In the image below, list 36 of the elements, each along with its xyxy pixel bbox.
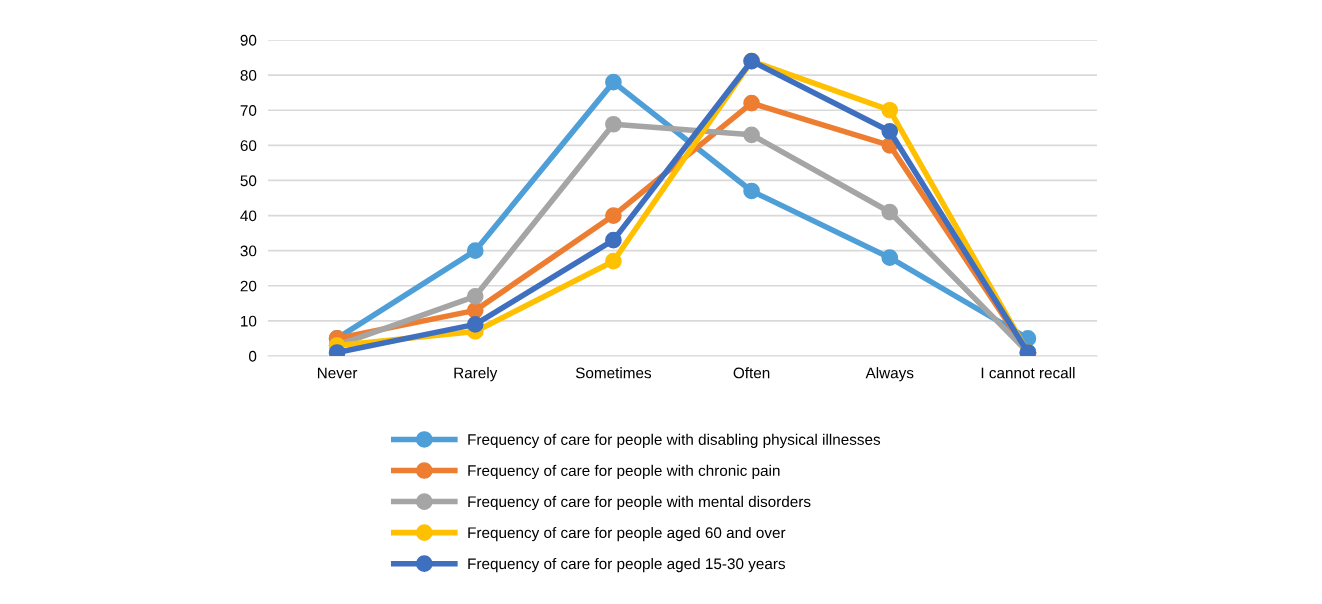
legend-label: Frequency of care for people aged 15-30 years	[468, 557, 786, 573]
y-tick-label: 60	[240, 140, 257, 152]
x-tick-label: Often	[733, 367, 770, 379]
legend-label: Frequency of care for people aged 60 and over	[468, 526, 786, 542]
y-tick-label: 0	[248, 350, 257, 362]
x-tick-label: I cannot recall	[981, 367, 1075, 379]
point	[605, 252, 622, 270]
point	[466, 316, 484, 333]
point	[743, 182, 760, 200]
legend-label: Frequency of care for people with mental disorders	[468, 495, 811, 511]
point	[881, 203, 899, 221]
legend-label: Frequency of care for people with disabling physical illnesses	[468, 433, 881, 448]
y-tick-label: 10	[241, 315, 257, 327]
legend-label: Frequency of care for people with chronic pain	[468, 464, 780, 480]
x-tick-label: Sometimes	[575, 367, 652, 379]
point	[466, 242, 484, 260]
y-tick-label: 90	[240, 34, 257, 46]
point	[605, 73, 622, 91]
x-tick-label: Always	[865, 367, 914, 382]
y-tick-label: 50	[240, 175, 257, 187]
point	[466, 287, 484, 305]
point	[881, 122, 899, 140]
x-tick-label: Rarely	[454, 367, 498, 382]
point	[743, 126, 760, 144]
point	[881, 249, 899, 267]
y-tick-label: 40	[240, 210, 257, 222]
point	[743, 94, 760, 112]
point	[881, 101, 899, 119]
point	[605, 207, 622, 224]
point	[605, 231, 622, 249]
x-tick-label: Never	[317, 367, 358, 379]
point	[605, 115, 622, 133]
y-tick-label: 20	[240, 280, 257, 292]
y-tick-label: 70	[240, 105, 257, 116]
y-tick-label: 80	[240, 69, 257, 81]
y-tick-label: 30	[240, 245, 257, 257]
